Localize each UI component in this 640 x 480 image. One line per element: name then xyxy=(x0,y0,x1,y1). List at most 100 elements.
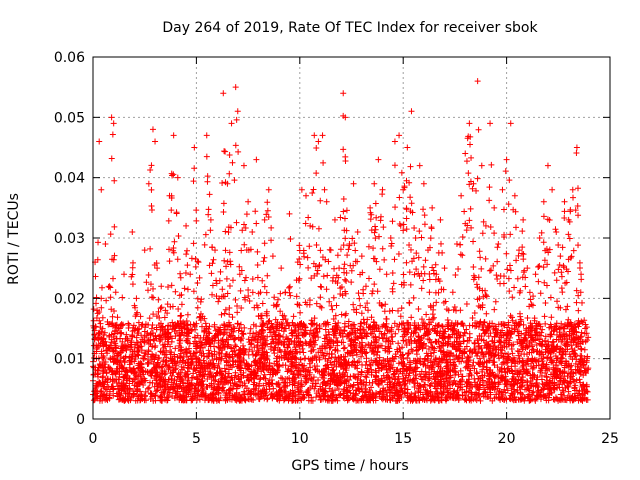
data-point xyxy=(497,273,504,280)
data-point xyxy=(476,248,483,255)
data-point xyxy=(552,394,559,401)
data-point xyxy=(184,311,191,318)
data-point xyxy=(466,330,473,337)
data-point xyxy=(217,268,224,275)
data-point xyxy=(238,335,245,342)
data-point xyxy=(313,241,320,248)
data-point xyxy=(410,369,417,376)
data-point xyxy=(411,383,418,390)
data-point xyxy=(225,229,232,236)
data-point xyxy=(466,322,473,329)
data-point xyxy=(190,178,197,185)
data-point xyxy=(286,375,293,382)
data-point xyxy=(457,347,464,354)
data-point xyxy=(440,299,447,306)
data-point xyxy=(318,284,325,291)
data-point xyxy=(578,329,585,336)
data-point xyxy=(177,274,184,281)
data-point xyxy=(241,324,248,331)
data-point xyxy=(271,360,278,367)
data-point xyxy=(198,296,205,303)
data-point xyxy=(344,252,351,259)
data-point xyxy=(551,269,558,276)
data-point xyxy=(416,273,423,280)
data-point xyxy=(576,376,583,383)
data-point xyxy=(308,275,315,282)
data-point xyxy=(356,326,363,333)
data-point xyxy=(491,230,498,237)
data-point xyxy=(147,281,154,288)
data-point xyxy=(286,283,293,290)
data-points xyxy=(90,78,592,404)
data-point xyxy=(530,364,537,371)
data-point xyxy=(196,349,203,356)
data-point xyxy=(259,277,266,284)
data-point xyxy=(429,264,436,271)
data-point xyxy=(219,286,226,293)
data-point xyxy=(216,277,223,284)
data-point xyxy=(302,220,309,227)
data-point xyxy=(403,259,410,266)
data-point xyxy=(376,299,383,306)
data-point xyxy=(172,288,179,295)
data-point xyxy=(305,264,312,271)
data-point xyxy=(378,395,385,402)
data-point xyxy=(395,360,402,367)
data-point xyxy=(421,212,428,219)
data-point xyxy=(98,304,105,311)
data-point xyxy=(544,216,551,223)
data-point xyxy=(277,290,284,297)
data-point xyxy=(264,272,271,279)
data-point xyxy=(469,315,476,322)
data-point xyxy=(229,277,236,284)
data-point xyxy=(391,162,398,169)
data-point xyxy=(254,262,261,269)
data-point xyxy=(343,310,350,317)
data-point xyxy=(421,356,428,363)
data-point xyxy=(241,277,248,284)
data-point xyxy=(328,388,335,395)
data-point xyxy=(325,258,332,265)
data-point xyxy=(253,220,260,227)
data-point xyxy=(570,194,577,201)
data-point xyxy=(436,278,443,285)
data-point xyxy=(192,255,199,262)
data-point xyxy=(310,186,317,193)
data-point xyxy=(426,276,433,283)
data-point xyxy=(232,296,239,303)
data-point xyxy=(537,290,544,297)
data-point xyxy=(141,392,148,399)
data-point xyxy=(113,321,120,328)
data-point xyxy=(190,288,197,295)
data-point xyxy=(232,142,239,149)
data-point xyxy=(166,246,173,253)
data-point xyxy=(429,343,436,350)
data-point xyxy=(356,295,363,302)
data-point xyxy=(148,186,155,193)
data-point xyxy=(391,256,398,263)
data-point xyxy=(558,269,565,276)
data-point xyxy=(241,241,248,248)
data-point xyxy=(463,158,470,165)
data-point xyxy=(407,163,414,170)
data-point xyxy=(245,293,252,300)
data-point xyxy=(416,228,423,235)
data-point xyxy=(342,288,349,295)
data-point xyxy=(459,252,466,259)
data-point xyxy=(396,194,403,201)
data-point xyxy=(220,200,227,207)
data-point xyxy=(111,177,118,184)
data-point xyxy=(341,276,348,283)
data-point xyxy=(267,329,274,336)
data-point xyxy=(519,274,526,281)
data-point xyxy=(430,314,437,321)
data-point xyxy=(286,322,293,329)
data-point xyxy=(457,307,464,314)
data-point xyxy=(539,338,546,345)
data-point xyxy=(202,231,209,238)
data-point xyxy=(295,324,302,331)
data-point xyxy=(323,286,330,293)
data-point xyxy=(168,207,175,214)
data-point xyxy=(395,373,402,380)
data-point xyxy=(264,312,271,319)
